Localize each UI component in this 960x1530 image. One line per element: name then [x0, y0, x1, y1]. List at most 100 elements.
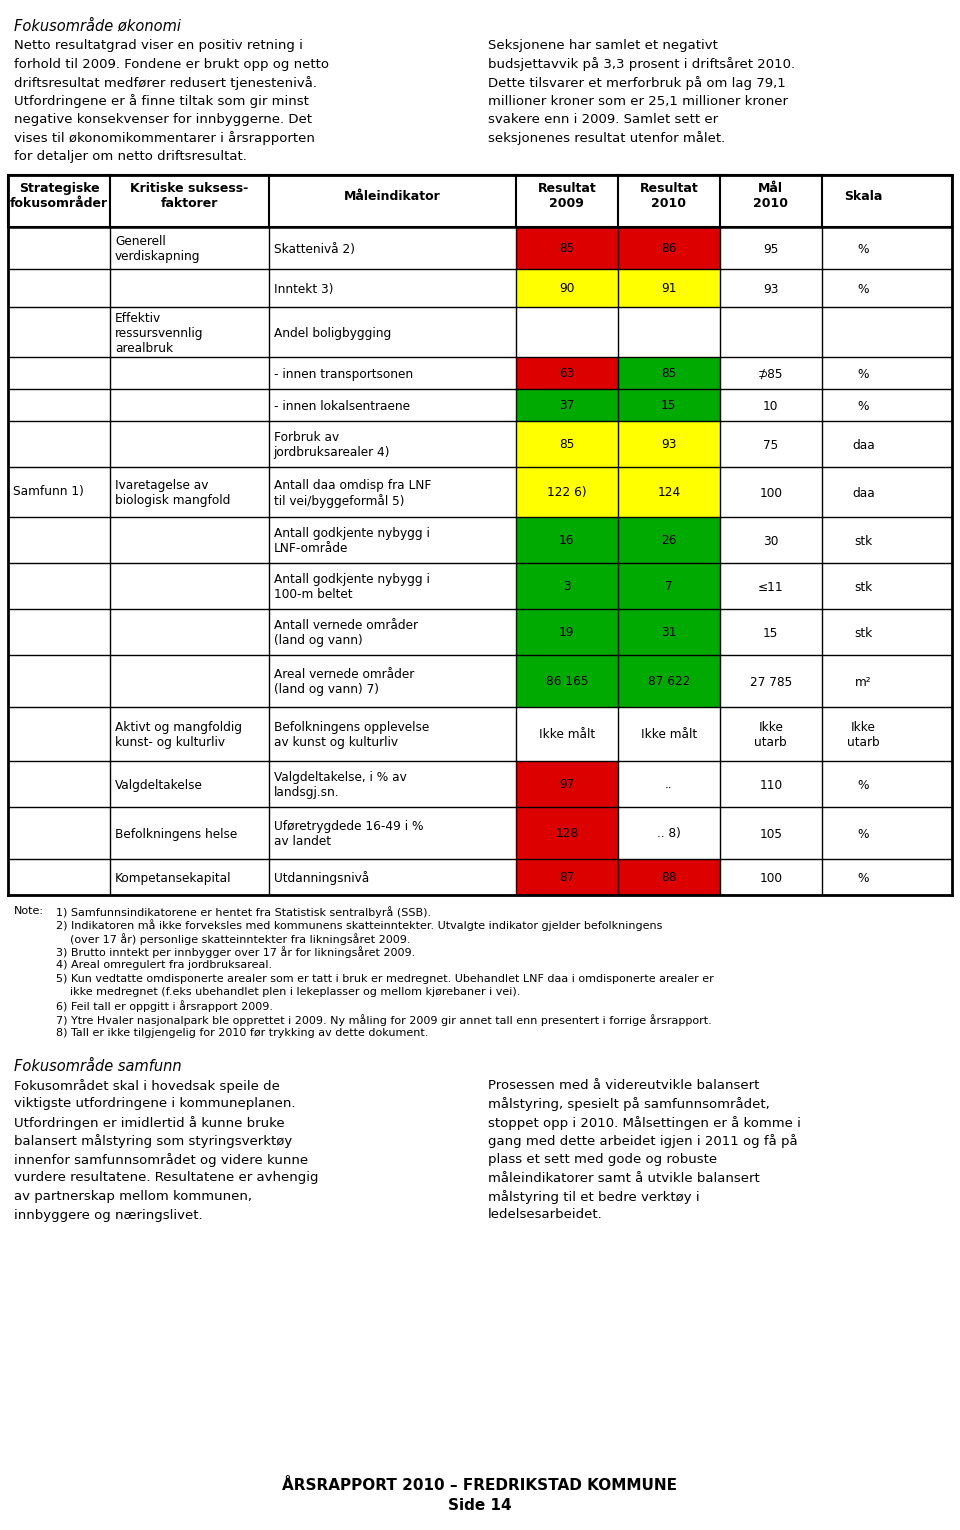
Bar — [516, 806, 618, 858]
Bar — [618, 389, 720, 421]
Text: 87: 87 — [559, 871, 574, 883]
Text: 91: 91 — [661, 282, 677, 294]
Text: Kritiske suksess-: Kritiske suksess- — [131, 182, 249, 194]
Text: millioner kroner som er 25,1 millioner kroner: millioner kroner som er 25,1 millioner k… — [488, 95, 788, 107]
Text: (over 17 år) personlige skatteinntekter fra likningsåret 2009.: (over 17 år) personlige skatteinntekter … — [56, 933, 411, 946]
Bar — [618, 269, 720, 308]
Bar — [8, 356, 952, 389]
Bar — [516, 226, 618, 269]
Text: av kunst og kulturliv: av kunst og kulturliv — [274, 736, 397, 750]
Text: Utfordringen er imidlertid å kunne bruke: Utfordringen er imidlertid å kunne bruke — [14, 1115, 284, 1131]
Bar — [8, 389, 952, 421]
Bar — [618, 226, 720, 269]
Bar — [516, 269, 618, 308]
Text: (land og vann) 7): (land og vann) 7) — [274, 682, 378, 696]
Text: 95: 95 — [763, 242, 779, 256]
Bar — [516, 858, 618, 895]
Text: 90: 90 — [559, 282, 574, 294]
Bar — [8, 609, 952, 655]
Text: Resultat: Resultat — [538, 182, 596, 194]
Text: 2010: 2010 — [754, 197, 788, 210]
Bar — [516, 517, 618, 563]
Text: 16: 16 — [559, 534, 575, 546]
Bar — [516, 655, 618, 707]
Text: %: % — [857, 242, 869, 256]
Bar — [618, 655, 720, 707]
Text: ledelsesarbeidet.: ledelsesarbeidet. — [488, 1209, 603, 1221]
Text: Valgdeltakelse, i % av: Valgdeltakelse, i % av — [274, 771, 406, 783]
Text: Befolkningens opplevelse: Befolkningens opplevelse — [274, 721, 429, 734]
Text: av partnerskap mellom kommunen,: av partnerskap mellom kommunen, — [14, 1190, 252, 1203]
Text: til vei/byggeformål 5): til vei/byggeformål 5) — [274, 494, 404, 508]
Text: stk: stk — [854, 580, 873, 594]
Text: m²: m² — [855, 676, 872, 688]
Text: 86 165: 86 165 — [545, 675, 588, 687]
Text: Ikke: Ikke — [758, 721, 783, 734]
Text: 15: 15 — [763, 626, 779, 640]
Text: Note:: Note: — [14, 906, 44, 916]
Text: 124: 124 — [658, 485, 681, 499]
Text: utarb: utarb — [847, 736, 879, 750]
Text: biologisk mangfold: biologisk mangfold — [115, 494, 230, 506]
Text: Ikke målt: Ikke målt — [640, 727, 697, 741]
Text: faktorer: faktorer — [160, 197, 218, 210]
Text: Strategiske: Strategiske — [18, 182, 99, 194]
Text: 2009: 2009 — [549, 197, 585, 210]
Text: %: % — [857, 367, 869, 381]
Text: Antall godkjente nybygg i: Antall godkjente nybygg i — [274, 574, 429, 586]
Bar — [8, 226, 952, 269]
Text: Antall godkjente nybygg i: Antall godkjente nybygg i — [274, 526, 429, 540]
Bar — [8, 421, 952, 467]
Bar — [618, 858, 720, 895]
Text: plass et sett med gode og robuste: plass et sett med gode og robuste — [488, 1154, 717, 1166]
Bar — [516, 467, 618, 517]
Text: Måleindikator: Måleindikator — [344, 190, 441, 203]
Text: Utdanningsnivå: Utdanningsnivå — [274, 872, 369, 886]
Text: 97: 97 — [559, 777, 574, 791]
Text: %: % — [857, 399, 869, 413]
Text: LNF-område: LNF-område — [274, 542, 348, 555]
Text: 100: 100 — [759, 487, 782, 499]
Bar — [8, 707, 952, 760]
Text: 93: 93 — [763, 283, 779, 295]
Text: 37: 37 — [559, 398, 574, 412]
Text: balansert målstyring som styringsverktøy: balansert målstyring som styringsverktøy — [14, 1135, 292, 1149]
Text: 85: 85 — [661, 367, 677, 379]
Text: ressursvennlig: ressursvennlig — [115, 326, 204, 340]
Text: arealbruk: arealbruk — [115, 341, 173, 355]
Text: Effektiv: Effektiv — [115, 312, 161, 324]
Text: innenfor samfunnsområdet og videre kunne: innenfor samfunnsområdet og videre kunne — [14, 1154, 308, 1167]
Bar — [8, 467, 952, 517]
Text: 128: 128 — [555, 826, 579, 840]
Text: verdiskapning: verdiskapning — [115, 249, 201, 263]
Text: Samfunn 1): Samfunn 1) — [13, 485, 84, 497]
Text: innbyggere og næringslivet.: innbyggere og næringslivet. — [14, 1209, 203, 1221]
Text: Utfordringene er å finne tiltak som gir minst: Utfordringene er å finne tiltak som gir … — [14, 95, 309, 109]
Text: %: % — [857, 283, 869, 295]
Text: 10: 10 — [763, 399, 779, 413]
Bar — [8, 517, 952, 563]
Text: ⊅85: ⊅85 — [758, 367, 783, 381]
Text: 2010: 2010 — [651, 197, 686, 210]
Text: viktigste utfordringene i kommuneplanen.: viktigste utfordringene i kommuneplanen. — [14, 1097, 296, 1111]
Text: daa: daa — [852, 487, 875, 499]
Text: Valgdeltakelse: Valgdeltakelse — [115, 779, 203, 791]
Text: vurdere resultatene. Resultatene er avhengig: vurdere resultatene. Resultatene er avhe… — [14, 1172, 319, 1184]
Text: 63: 63 — [559, 367, 575, 379]
Text: budsjettavvik på 3,3 prosent i driftsåret 2010.: budsjettavvik på 3,3 prosent i driftsåre… — [488, 58, 795, 72]
Bar — [516, 389, 618, 421]
Text: målstyring, spesielt på samfunnsområdet,: målstyring, spesielt på samfunnsområdet, — [488, 1097, 770, 1111]
Text: Ivaretagelse av: Ivaretagelse av — [115, 479, 208, 493]
Text: svakere enn i 2009. Samlet sett er: svakere enn i 2009. Samlet sett er — [488, 113, 718, 125]
Text: Forbruk av: Forbruk av — [274, 431, 339, 444]
Text: 26: 26 — [661, 534, 677, 546]
Bar — [618, 356, 720, 389]
Text: driftsresultat medfører redusert tjenestenivå.: driftsresultat medfører redusert tjenest… — [14, 76, 317, 90]
Text: Andel boligbygging: Andel boligbygging — [274, 326, 391, 340]
Text: ≤11: ≤11 — [758, 580, 783, 594]
Text: Aktivt og mangfoldig: Aktivt og mangfoldig — [115, 721, 242, 734]
Text: stk: stk — [854, 534, 873, 548]
Text: 6) Feil tall er oppgitt i årsrapport 2009.: 6) Feil tall er oppgitt i årsrapport 200… — [56, 1001, 273, 1013]
Text: kunst- og kulturliv: kunst- og kulturliv — [115, 736, 225, 750]
Bar — [8, 174, 952, 226]
